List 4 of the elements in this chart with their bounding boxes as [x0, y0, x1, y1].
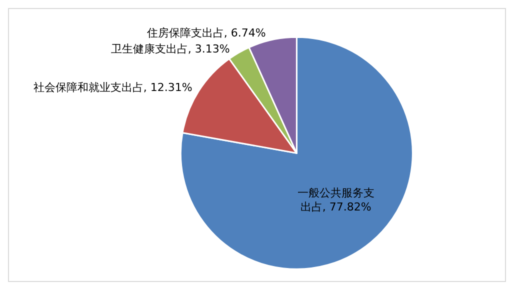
slice-label: 社会保障和就业支出占, 12.31%: [33, 80, 192, 94]
slice-label: 卫生健康支出占, 3.13%: [110, 42, 230, 56]
slice-label: 一般公共服务支出占, 77.82%: [297, 186, 374, 214]
slice-label: 住房保障支出占, 6.74%: [146, 26, 266, 40]
